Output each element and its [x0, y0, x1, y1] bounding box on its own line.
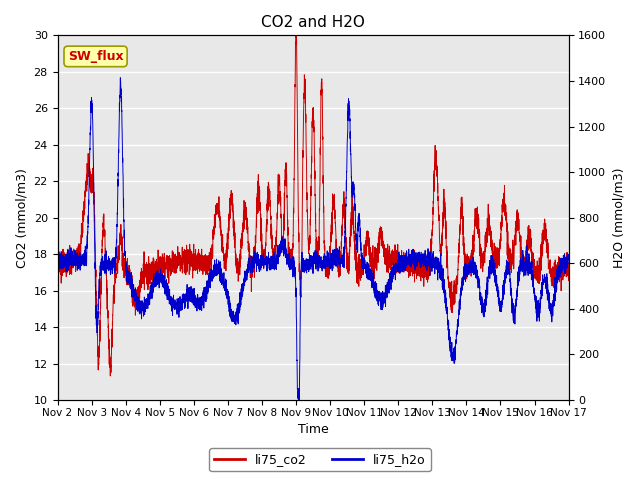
- li75_h2o: [399, 257, 407, 263]
- X-axis label: Time: Time: [298, 423, 328, 436]
- li75_co2: [564, 272, 572, 278]
- li75_co2: [54, 271, 61, 276]
- li75_co2: [106, 373, 114, 379]
- li75_h2o: [146, 298, 154, 303]
- Title: CO2 and H2O: CO2 and H2O: [261, 15, 365, 30]
- li75_h2o: [294, 386, 301, 392]
- li75_co2: [456, 206, 464, 212]
- Text: SW_flux: SW_flux: [68, 50, 124, 63]
- Y-axis label: H2O (mmol/m3): H2O (mmol/m3): [612, 168, 625, 268]
- li75_co2: [428, 249, 435, 254]
- li75_h2o: [428, 255, 435, 261]
- Legend: li75_co2, li75_h2o: li75_co2, li75_h2o: [209, 448, 431, 471]
- li75_co2: [399, 264, 407, 270]
- li75_co2: [146, 267, 154, 273]
- li75_h2o: [116, 75, 124, 81]
- li75_h2o: [294, 397, 302, 403]
- li75_h2o: [54, 266, 61, 272]
- li75_co2: [564, 265, 572, 271]
- li75_h2o: [564, 252, 572, 257]
- li75_co2: [292, 33, 300, 38]
- li75_h2o: [456, 297, 464, 303]
- li75_co2: [294, 173, 301, 179]
- Y-axis label: CO2 (mmol/m3): CO2 (mmol/m3): [15, 168, 28, 268]
- Line: li75_h2o: li75_h2o: [58, 78, 568, 400]
- li75_h2o: [564, 256, 572, 262]
- Line: li75_co2: li75_co2: [58, 36, 568, 376]
